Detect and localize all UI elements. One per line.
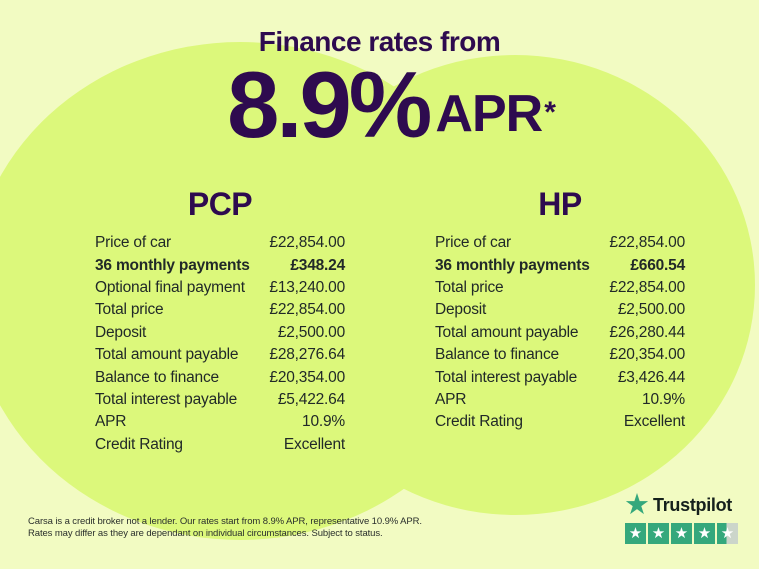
row-label: Credit Rating xyxy=(95,435,183,453)
table-row: 36 monthly payments £660.54 xyxy=(435,254,685,276)
pcp-table-rows: Price of car £22,854.00 36 monthly payment… xyxy=(95,232,345,456)
row-label: Balance to finance xyxy=(95,368,219,386)
table-row: APR 10.9% xyxy=(435,389,685,411)
row-label: Deposit xyxy=(435,301,487,319)
table-row: Credit Rating Excellent xyxy=(95,434,345,456)
star-icon: ★ xyxy=(674,525,689,542)
row-value: £348.24 xyxy=(290,256,345,274)
row-value: 10.9% xyxy=(642,390,685,408)
row-label: 36 monthly payments xyxy=(95,256,250,274)
trustpilot-logo: ★ Trustpilot xyxy=(624,489,732,521)
row-value: £28,276.64 xyxy=(269,346,345,364)
row-value: Excellent xyxy=(623,413,685,431)
row-label: Deposit xyxy=(95,323,147,341)
trustpilot-rating-star-box: ★ xyxy=(625,523,646,544)
table-row: Total interest payable £3,426.44 xyxy=(435,366,685,388)
row-label: Total amount payable xyxy=(435,323,579,341)
table-row: Optional final payment £13,240.00 xyxy=(95,277,345,299)
table-row: 36 monthly payments £348.24 xyxy=(95,254,345,276)
table-row: APR 10.9% xyxy=(95,411,345,433)
rate-asterisk: * xyxy=(544,96,556,129)
table-row: Price of car £22,854.00 xyxy=(95,232,345,254)
trustpilot-rating-star-box: ★ xyxy=(671,523,692,544)
hp-heading: HP xyxy=(538,186,582,222)
row-value: £22,854.00 xyxy=(269,234,345,252)
row-label: Credit Rating xyxy=(435,413,523,431)
page-title: Finance rates from xyxy=(258,26,501,57)
background-blob-right xyxy=(275,55,755,515)
row-value: Excellent xyxy=(283,435,345,453)
row-value: £13,240.00 xyxy=(269,278,345,296)
row-label: Total price xyxy=(95,301,164,319)
row-label: Price of car xyxy=(435,234,511,252)
row-value: £2,500.00 xyxy=(617,301,685,319)
table-row: Credit Rating Excellent xyxy=(435,411,685,433)
row-label: Total amount payable xyxy=(95,346,239,364)
table-row: Total interest payable £5,422.64 xyxy=(95,389,345,411)
table-row: Balance to finance £20,354.00 xyxy=(95,366,345,388)
table-row: Total amount payable £26,280.44 xyxy=(435,322,685,344)
row-value: £20,354.00 xyxy=(269,368,345,386)
pcp-heading: PCP xyxy=(187,186,253,222)
row-value: £2,500.00 xyxy=(277,323,345,341)
star-icon: ★ xyxy=(628,525,643,542)
star-icon: ★ xyxy=(720,525,735,542)
row-label: Total interest payable xyxy=(95,390,238,408)
trustpilot-star-icon: ★ xyxy=(624,489,650,521)
pcp-finance-table: PCP Price of car £22,854.00 36 monthly pay… xyxy=(95,186,345,456)
row-label: Total price xyxy=(435,278,504,296)
disclaimer-line-2: Rates may differ as they are dependant o… xyxy=(28,528,383,539)
row-value: £22,854.00 xyxy=(269,301,345,319)
hp-finance-table: HP Price of car £22,854.00 36 monthly paym… xyxy=(435,186,685,434)
table-row: Balance to finance £20,354.00 xyxy=(435,344,685,366)
row-label: Price of car xyxy=(95,234,171,252)
row-value: 10.9% xyxy=(302,413,345,431)
trustpilot-wordmark: Trustpilot xyxy=(653,494,732,515)
disclaimer-line-1: Carsa is a credit broker not a lender. O… xyxy=(28,516,422,527)
row-label: Optional final payment xyxy=(95,278,245,296)
trustpilot-rating-star-box: ★ xyxy=(717,523,738,544)
trustpilot-rating-star-box: ★ xyxy=(694,523,715,544)
legal-disclaimer: Carsa is a credit broker not a lender. O… xyxy=(28,516,448,540)
row-value: £26,280.44 xyxy=(609,323,685,341)
table-row: Total price £22,854.00 xyxy=(435,277,685,299)
row-value: £22,854.00 xyxy=(609,234,685,252)
row-label: Total interest payable xyxy=(435,368,578,386)
headline-rate: 8.9% APR * xyxy=(12,58,759,152)
star-icon: ★ xyxy=(651,525,666,542)
row-label: 36 monthly payments xyxy=(435,256,590,274)
table-row: Total price £22,854.00 xyxy=(95,299,345,321)
hp-table-rows: Price of car £22,854.00 36 monthly payment… xyxy=(435,232,685,434)
row-value: £660.54 xyxy=(630,256,685,274)
rate-apr-label: APR xyxy=(435,85,543,143)
row-label: APR xyxy=(95,413,127,431)
table-row: Deposit £2,500.00 xyxy=(95,322,345,344)
trustpilot-stars: ★ ★ ★ ★ ★ xyxy=(625,523,738,544)
trustpilot-rating-star-box: ★ xyxy=(648,523,669,544)
row-value: £22,854.00 xyxy=(609,278,685,296)
row-value: £20,354.00 xyxy=(609,346,685,364)
row-value: £5,422.64 xyxy=(277,390,345,408)
rate-value: 8.9% xyxy=(227,52,432,157)
row-label: APR xyxy=(435,390,467,408)
table-row: Total amount payable £28,276.64 xyxy=(95,344,345,366)
table-row: Price of car £22,854.00 xyxy=(435,232,685,254)
row-label: Balance to finance xyxy=(435,346,559,364)
row-value: £3,426.44 xyxy=(617,368,685,386)
table-row: Deposit £2,500.00 xyxy=(435,299,685,321)
star-icon: ★ xyxy=(697,525,712,542)
